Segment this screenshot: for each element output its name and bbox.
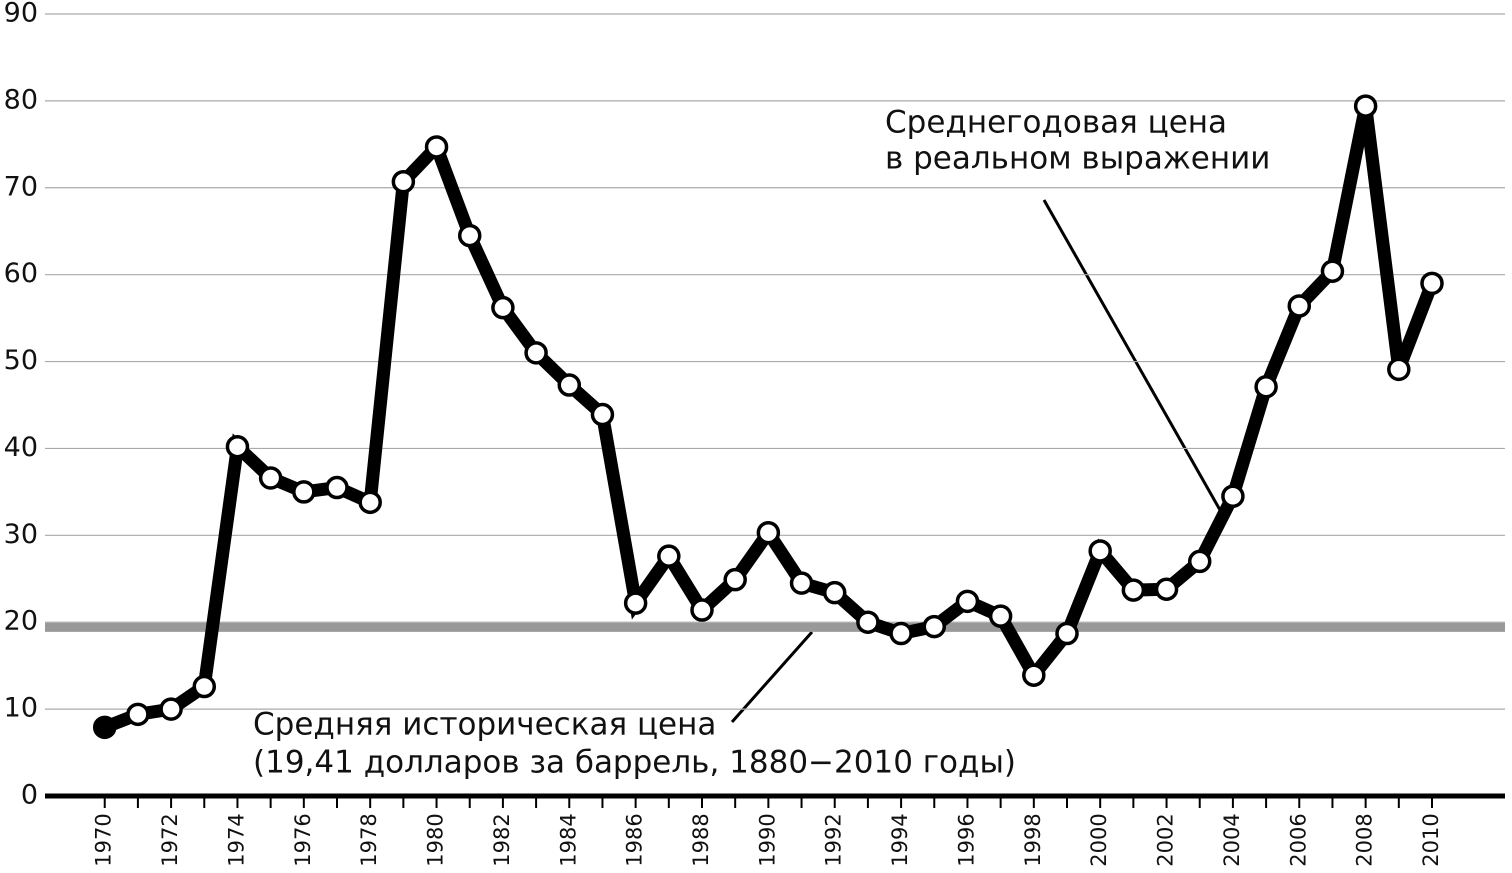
data-point: [1121, 578, 1146, 602]
annotation-leaders: [730, 199, 1222, 723]
y-tick-label: 70: [4, 171, 38, 202]
data-point: [1187, 549, 1212, 574]
annotation: Среднегодовая цена: [885, 105, 1227, 141]
data-point: [690, 598, 714, 622]
x-tick-label: 2010: [1419, 813, 1443, 866]
data-point: [922, 614, 947, 639]
data-point: [1022, 663, 1046, 687]
annotation: (19,41 долларов за баррель, 1880−2010 го…: [253, 745, 1016, 781]
annotation-leader: [730, 631, 814, 723]
data-point: [590, 402, 615, 427]
y-tick-label: 50: [4, 345, 38, 376]
data-point: [192, 674, 217, 699]
data-point: [1353, 94, 1378, 118]
data-point: [92, 715, 117, 740]
data-point: [988, 604, 1013, 628]
x-tick-label: 1974: [224, 813, 248, 866]
x-tick-label: 1992: [822, 813, 846, 866]
data-point: [1287, 294, 1312, 318]
data-point: [325, 475, 349, 500]
data-point: [623, 591, 648, 615]
annotation-leader: [1042, 199, 1222, 511]
y-tick-label: 40: [4, 432, 38, 463]
y-tick-label: 90: [4, 0, 38, 29]
data-point: [292, 480, 316, 504]
x-tick-label: 1990: [755, 813, 779, 866]
data-point: [1254, 375, 1278, 399]
x-tick-label: 2008: [1353, 813, 1377, 866]
data-point: [723, 567, 747, 592]
x-tick-label: 1978: [357, 813, 381, 866]
x-tick-label: 2002: [1154, 813, 1178, 866]
data-point: [1420, 271, 1444, 296]
data-point: [889, 621, 913, 646]
data-point: [1088, 539, 1112, 563]
x-tick-label: 2004: [1220, 813, 1244, 866]
data-point: [856, 610, 880, 634]
x-tick-label: 1986: [623, 813, 647, 866]
x-tick-label: 1980: [424, 813, 448, 866]
data-point: [756, 520, 781, 545]
x-tick-label: 1970: [92, 813, 116, 866]
y-tick-label: 20: [4, 606, 38, 637]
data-point: [126, 702, 150, 727]
data-point: [457, 223, 482, 248]
data-point: [1221, 484, 1245, 508]
x-tick-label: 2006: [1286, 813, 1310, 866]
y-tick-label: 0: [21, 780, 38, 811]
x-tick-label: 1988: [689, 813, 713, 866]
data-point: [557, 373, 582, 397]
data-point: [1154, 577, 1179, 601]
series-line: [102, 104, 1439, 734]
data-point: [657, 544, 681, 568]
annotation: в реальном выражении: [885, 141, 1270, 177]
y-tick-label: 30: [4, 519, 38, 550]
annotation: Средняя историческая цена: [253, 707, 716, 743]
data-point: [1055, 621, 1079, 646]
x-tick-label: 1972: [158, 813, 182, 866]
data-point: [1387, 357, 1411, 382]
x-tick-label: 1998: [1021, 813, 1045, 866]
data-point: [789, 571, 814, 595]
data-point: [358, 490, 382, 515]
data-point: [491, 295, 515, 320]
data-point: [822, 580, 847, 605]
data-point: [391, 169, 416, 194]
data-point: [955, 589, 980, 614]
y-tick-label: 80: [4, 84, 38, 115]
data-point: [258, 466, 283, 490]
y-tick-label: 60: [4, 258, 38, 289]
data-point: [524, 341, 548, 365]
x-tick-label: 2000: [1087, 813, 1111, 866]
x-tick-label: 1982: [490, 813, 514, 866]
data-point: [424, 135, 449, 159]
x-tick-label: 1976: [291, 813, 315, 866]
x-tick-label: 1984: [556, 813, 580, 866]
data-point: [225, 434, 250, 459]
data-point: [159, 697, 183, 721]
y-tick-label: 10: [4, 693, 38, 724]
data-point: [1320, 259, 1345, 283]
x-tick-label: 1994: [888, 813, 912, 866]
x-tick-label: 1996: [954, 813, 978, 866]
